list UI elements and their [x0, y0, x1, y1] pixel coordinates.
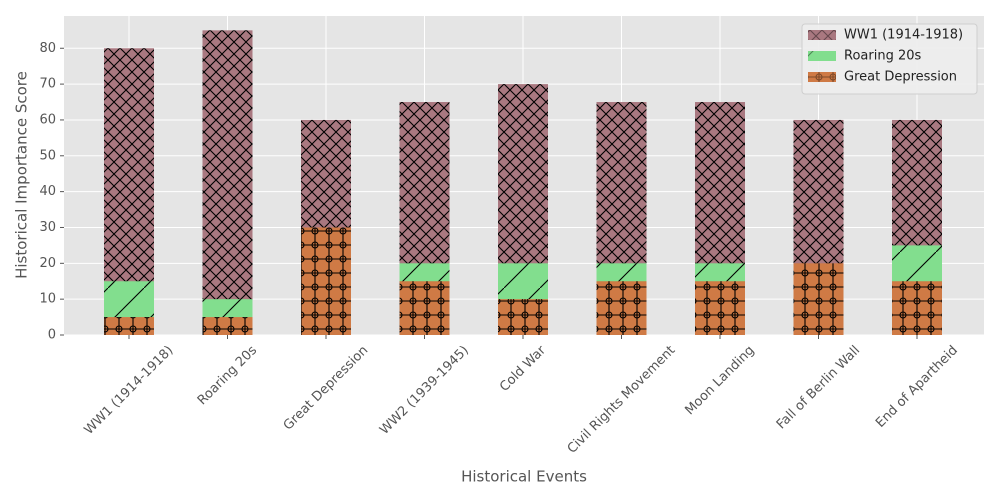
y-tick-label: 80	[39, 41, 56, 56]
bar-hatch	[596, 281, 647, 335]
legend-label: Great Depression	[844, 70, 957, 85]
x-tick-label: WW2 (1939-1945)	[377, 343, 472, 438]
x-tick-label: Cold War	[497, 343, 549, 395]
y-tick-label: 50	[39, 148, 56, 163]
y-tick-label: 70	[39, 77, 56, 92]
y-tick-label: 20	[39, 256, 56, 271]
bar-hatch	[892, 281, 942, 335]
bar-hatch	[202, 30, 253, 336]
legend-label: Roaring 20s	[844, 49, 921, 64]
y-tick-label: 10	[39, 292, 56, 307]
y-tick-label: 0	[48, 328, 56, 343]
x-tick-label: End of Apartheid	[873, 343, 961, 431]
bar-hatch	[695, 281, 745, 335]
x-tick-label: WW1 (1914-1918)	[82, 343, 177, 438]
x-tick-label: Civil Rights Movement	[565, 343, 679, 457]
legend-label: WW1 (1914-1918)	[844, 28, 963, 43]
bar-hatch	[104, 317, 154, 335]
bar-hatch	[399, 281, 450, 335]
legend-swatch-hatch	[808, 30, 836, 40]
y-tick-label: 30	[39, 220, 56, 235]
bar-hatch	[793, 263, 844, 335]
bar-hatch	[498, 299, 548, 335]
legend-box	[801, 23, 978, 95]
y-tick-label: 40	[39, 184, 56, 199]
bar-hatch	[202, 317, 253, 335]
x-tick-label: Fall of Berlin Wall	[774, 343, 863, 432]
legend-swatch-hatch	[808, 72, 836, 82]
bar-hatch	[301, 227, 351, 335]
x-tick-label: Roaring 20s	[195, 343, 260, 408]
y-axis-label: Historical Importance Score	[13, 71, 31, 279]
y-tick-label: 60	[39, 112, 56, 127]
x-tick-label: Moon Landing	[682, 343, 757, 418]
x-axis-label: Historical Events	[461, 468, 587, 486]
legend-swatch-hatch	[808, 51, 836, 61]
x-tick-label: Great Depression	[281, 343, 372, 434]
